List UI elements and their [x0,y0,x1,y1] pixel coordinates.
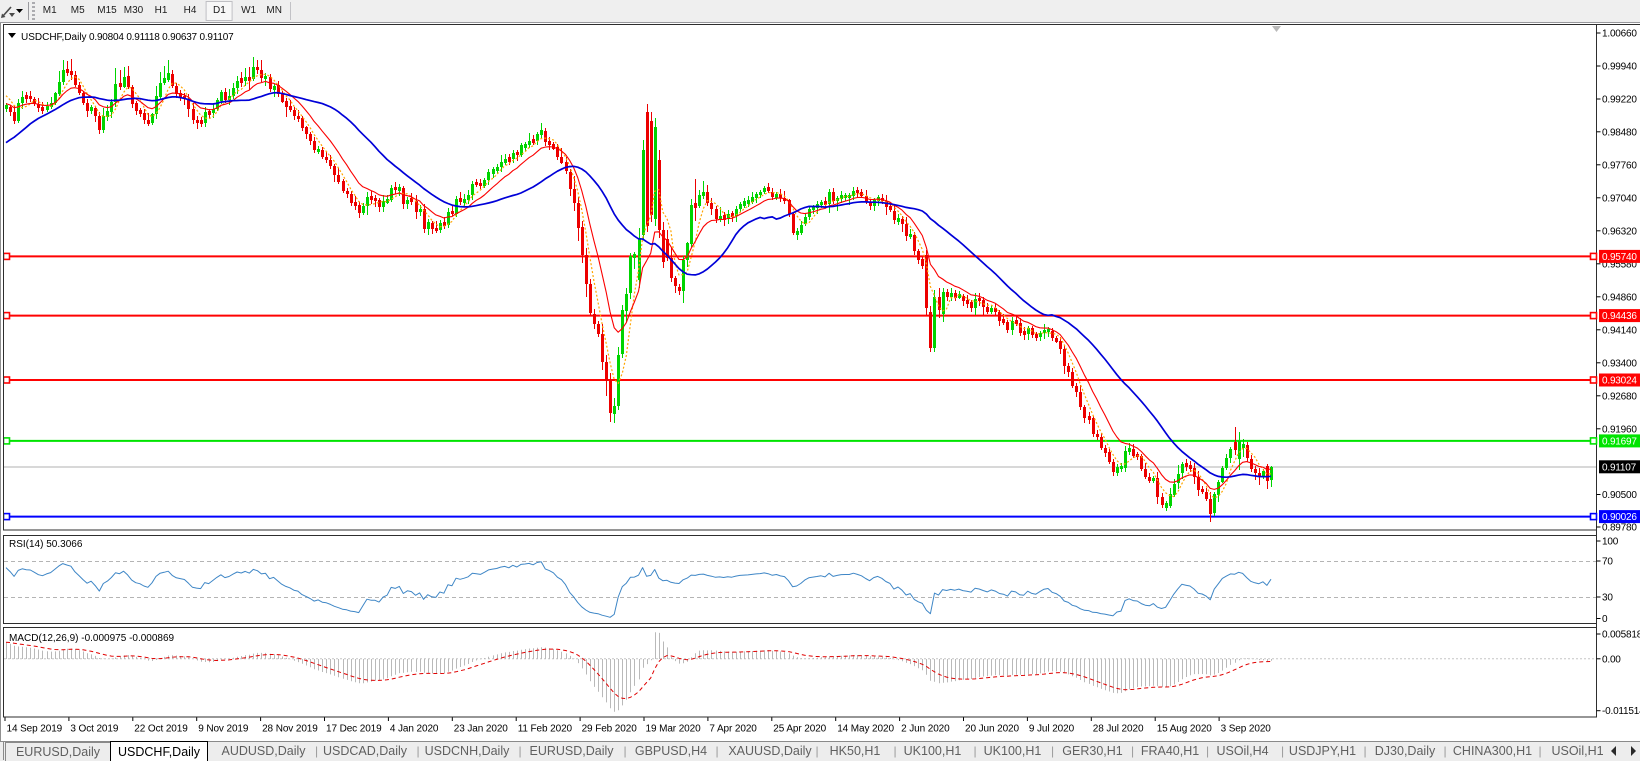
svg-text:0.94140: 0.94140 [1602,325,1637,336]
svg-text:0.90804 0.91118 0.90637 0.9110: 0.90804 0.91118 0.90637 0.91107 [89,32,234,43]
svg-text:0.94436: 0.94436 [1602,311,1637,322]
svg-text:20 Jun 2020: 20 Jun 2020 [965,724,1019,735]
svg-text:MACD(12,26,9) -0.000975 -0.000: MACD(12,26,9) -0.000975 -0.000869 [9,633,175,644]
svg-text:1.00660: 1.00660 [1602,29,1637,40]
svg-text:-0.011514: -0.011514 [1602,706,1640,717]
svg-text:0.97040: 0.97040 [1602,193,1637,204]
svg-text:0.92680: 0.92680 [1602,391,1637,402]
svg-text:11 Feb 2020: 11 Feb 2020 [518,724,573,735]
svg-text:28 Nov 2019: 28 Nov 2019 [262,724,318,735]
svg-text:17 Dec 2019: 17 Dec 2019 [326,724,382,735]
svg-text:0.94860: 0.94860 [1602,292,1637,303]
svg-text:0.93400: 0.93400 [1602,358,1637,369]
svg-text:22 Oct 2019: 22 Oct 2019 [134,724,188,735]
svg-text:3 Sep 2020: 3 Sep 2020 [1221,724,1272,735]
svg-text:9 Nov 2019: 9 Nov 2019 [198,724,249,735]
svg-text:3 Oct 2019: 3 Oct 2019 [70,724,118,735]
svg-text:4 Jan 2020: 4 Jan 2020 [390,724,439,735]
svg-text:0.89780: 0.89780 [1602,523,1637,534]
svg-text:0.91107: 0.91107 [1602,462,1637,473]
svg-text:0: 0 [1602,614,1608,625]
svg-text:15 Aug 2020: 15 Aug 2020 [1157,724,1213,735]
svg-text:USDCHF,Daily: USDCHF,Daily [21,32,87,43]
svg-text:0.95580: 0.95580 [1602,259,1637,270]
svg-text:0.00: 0.00 [1602,654,1621,665]
svg-text:25 Apr 2020: 25 Apr 2020 [773,724,826,735]
svg-text:0.93024: 0.93024 [1602,376,1637,387]
svg-text:14 May 2020: 14 May 2020 [837,724,894,735]
svg-text:0.98480: 0.98480 [1602,127,1637,138]
svg-text:29 Feb 2020: 29 Feb 2020 [582,724,638,735]
svg-text:100: 100 [1602,537,1619,548]
svg-text:0.005818: 0.005818 [1602,630,1640,641]
svg-text:30: 30 [1602,593,1613,604]
svg-text:23 Jan 2020: 23 Jan 2020 [454,724,508,735]
svg-text:28 Jul 2020: 28 Jul 2020 [1093,724,1144,735]
svg-text:14 Sep 2019: 14 Sep 2019 [7,724,63,735]
svg-text:0.96320: 0.96320 [1602,226,1637,237]
svg-text:0.99940: 0.99940 [1602,62,1637,73]
svg-text:7 Apr 2020: 7 Apr 2020 [709,724,757,735]
svg-text:9 Jul 2020: 9 Jul 2020 [1029,724,1075,735]
svg-text:0.90026: 0.90026 [1602,512,1637,523]
svg-text:19 Mar 2020: 19 Mar 2020 [646,724,702,735]
svg-text:0.99220: 0.99220 [1602,95,1637,106]
svg-text:70: 70 [1602,557,1613,568]
svg-text:2 Jun 2020: 2 Jun 2020 [901,724,950,735]
svg-text:0.91697: 0.91697 [1602,436,1637,447]
svg-text:0.97760: 0.97760 [1602,160,1637,171]
svg-text:0.91960: 0.91960 [1602,424,1637,435]
svg-text:0.95740: 0.95740 [1602,252,1637,263]
svg-text:0.90500: 0.90500 [1602,490,1637,501]
svg-text:RSI(14) 50.3066: RSI(14) 50.3066 [9,539,83,550]
